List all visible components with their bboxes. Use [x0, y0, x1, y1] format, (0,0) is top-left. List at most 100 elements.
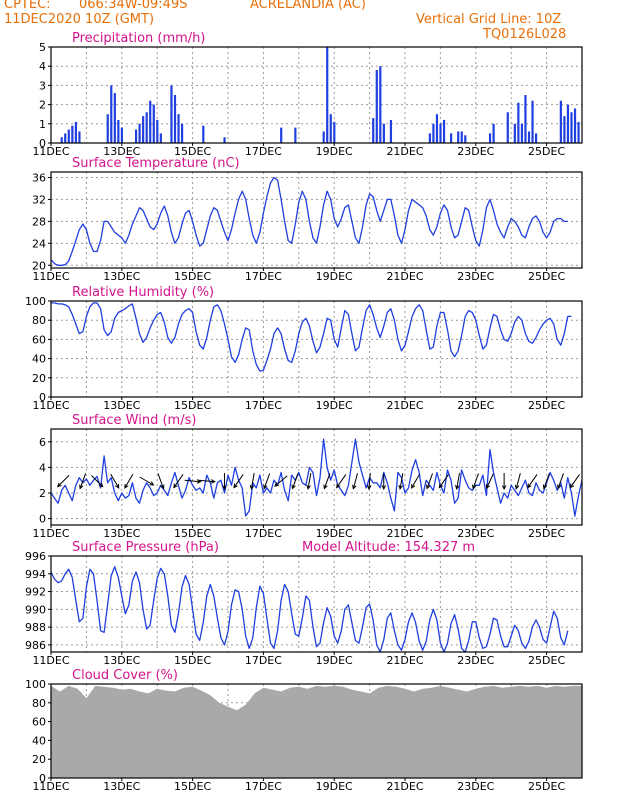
precip-bar [173, 95, 177, 143]
y-tick-label: 4 [39, 60, 46, 73]
y-tick-label: 20 [32, 372, 46, 385]
y-tick-label: 3 [39, 79, 46, 92]
wind-arrow-head [472, 484, 477, 490]
precip-bar [322, 131, 325, 143]
wind-arrow-head [149, 481, 155, 486]
precip-bar [570, 112, 573, 143]
x-tick-label: 17DEC [245, 145, 282, 158]
x-tick-label: 21DEC [386, 270, 423, 283]
precip-bar [573, 108, 577, 143]
wind-arrow [569, 474, 580, 488]
wind-arrow-head [542, 484, 548, 490]
panel-4: 0 2 4 6 11DEC 13DEC 15DEC 17DEC 19DEC 21DEC 23DEC 2… [32, 413, 583, 540]
precip-bar [152, 104, 155, 143]
wind-arrow-head [352, 484, 357, 490]
x-tick-label: 11DEC [32, 270, 69, 283]
series-line [50, 438, 583, 517]
wind-arrow-head [196, 479, 202, 484]
x-tick-label: 19DEC [316, 145, 353, 158]
wind-arrow-head [233, 483, 238, 489]
x-tick-label: 23DEC [457, 780, 494, 793]
x-tick-label: 25DEC [528, 145, 565, 158]
wind-arrow [57, 474, 70, 488]
panel-3: 0 20 40 60 80 100 11DEC 13DEC 15DEC 17DEC 19DEC 21D… [25, 285, 583, 412]
header-grid-note: Vertical Grid Line: 10Z [416, 12, 562, 27]
panel-2: 20 24 28 32 36 11DEC 13DEC 15DEC 17DEC 19DEC 21DEC… [32, 156, 583, 283]
x-tick-label: 23DEC [457, 399, 494, 412]
x-tick-label: 13DEC [103, 270, 140, 283]
wind-arrow [124, 473, 134, 489]
y-tick-label: 1 [39, 118, 46, 131]
precip-bar [488, 133, 492, 143]
wind-arrow [233, 474, 244, 488]
wind-arrow [426, 473, 433, 489]
precip-bar [202, 125, 205, 143]
wind-arrow [368, 472, 371, 490]
wind-arrow [307, 473, 312, 489]
wind-arrow [263, 473, 271, 489]
wind-arrow-head [411, 483, 416, 489]
wind-arrow-head [557, 484, 562, 490]
x-tick-label: 19DEC [316, 527, 353, 540]
wind-arrow-head [274, 482, 279, 487]
y-tick-label: 2 [39, 487, 46, 500]
y-tick-label: 994 [25, 568, 46, 581]
x-tick-label: 21DEC [386, 145, 423, 158]
x-tick-label: 23DEC [457, 270, 494, 283]
x-tick-label: 11DEC [32, 145, 69, 158]
panel-frame [50, 300, 583, 398]
wind-arrow-head [426, 484, 431, 490]
y-tick-label: 60 [32, 333, 46, 346]
wind-arrow [198, 479, 215, 483]
x-tick-label: 19DEC [316, 399, 353, 412]
wind-arrow-head [56, 482, 62, 488]
panel-title: Surface Wind (m/s) [72, 413, 196, 428]
x-tick-label: 15DEC [174, 527, 211, 540]
precip-bar [428, 133, 431, 143]
x-tick-label: 17DEC [245, 654, 282, 667]
panel-1: 0 1 2 3 4 5 11DEC 13DEC 15DEC 17DEC 19DEC 21DEC 23DE… [32, 31, 583, 158]
precip-bar [577, 121, 580, 143]
wind-arrow-head [485, 484, 491, 490]
precip-bar [64, 133, 67, 143]
wind-arrow [184, 479, 201, 483]
wind-arrow [323, 473, 331, 489]
precip-bar [145, 112, 148, 143]
precip-bar [117, 119, 120, 143]
precip-bar [442, 119, 446, 143]
x-tick-label: 11DEC [32, 527, 69, 540]
precip-bar [382, 123, 385, 143]
precip-bar [513, 123, 516, 143]
x-tick-label: 19DEC [316, 654, 353, 667]
y-tick-label: 5 [39, 41, 46, 54]
precip-bar [156, 119, 159, 143]
panel-annotation: Model Altitude: 154.327 m [302, 540, 475, 555]
series-line [50, 176, 568, 266]
panel-5: 986 988 990 992 994 996 11DEC 13DEC 15DEC 17DEC 19… [25, 540, 583, 667]
y-tick-label: 0 [39, 772, 46, 785]
precip-bar [280, 127, 283, 143]
precip-bar [375, 70, 378, 143]
header-run-time: 11DEC2020 10Z (GMT) [4, 12, 155, 27]
x-tick-label: 25DEC [528, 654, 565, 667]
y-tick-label: 2 [39, 99, 46, 112]
y-tick-label: 0 [39, 391, 46, 404]
panel-title: Surface Temperature (nC) [72, 156, 240, 171]
wind-arrow [336, 474, 347, 488]
precip-bar [379, 66, 382, 143]
y-tick-label: 20 [32, 259, 46, 272]
header-source: CPTEC: [4, 0, 51, 12]
precip-bar [326, 47, 329, 143]
wind-arrow [411, 473, 421, 489]
wind-arrow-head [124, 483, 129, 489]
wind-arrow [250, 473, 255, 489]
panel-frame [50, 171, 583, 269]
x-tick-label: 25DEC [528, 527, 565, 540]
y-tick-label: 0 [39, 137, 46, 150]
y-tick-label: 32 [32, 193, 46, 206]
wind-arrow [91, 474, 104, 488]
x-tick-label: 11DEC [32, 780, 69, 793]
panel-frame [50, 428, 583, 526]
wind-arrow-head [306, 484, 311, 490]
